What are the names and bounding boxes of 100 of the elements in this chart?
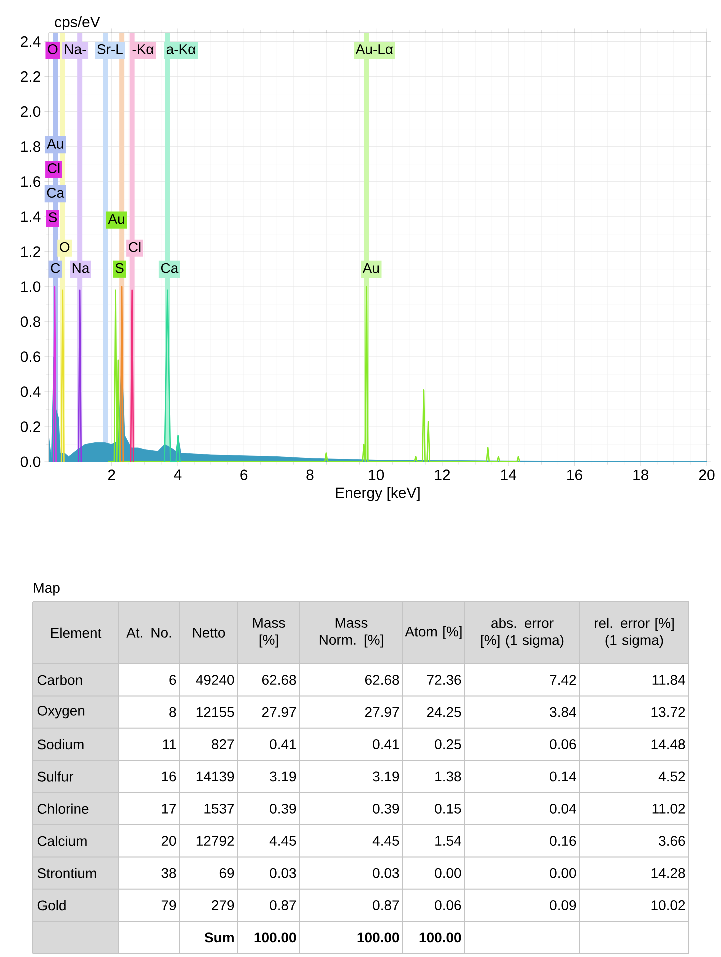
text: 4.45 xyxy=(270,836,296,846)
text: 0.15 xyxy=(435,804,462,814)
text: 11 xyxy=(163,740,176,750)
category-label: Strontium xyxy=(38,868,96,878)
annotation: Sr-L xyxy=(98,44,123,54)
text: 3.19 xyxy=(373,772,400,782)
y-tick-label: 0.6 xyxy=(20,352,41,362)
x-axis-title: Energy [keV] xyxy=(336,487,420,502)
x-tick-label: 4 xyxy=(174,470,182,480)
text: 72.36 xyxy=(427,675,462,686)
category-label: Mass Norm. [%] xyxy=(320,618,384,648)
x-tick-label: 16 xyxy=(568,470,582,480)
text: 0.00 xyxy=(550,868,576,878)
text: 3.19 xyxy=(270,772,296,782)
annotation: Cl xyxy=(129,242,141,252)
text: 0.87 xyxy=(373,900,400,910)
annotation: C xyxy=(51,263,60,274)
text: 1537 xyxy=(204,804,234,814)
y-tick-label: 2.4 xyxy=(21,36,41,47)
annotation: Ca xyxy=(47,188,65,198)
text: 0.06 xyxy=(435,900,462,910)
text: 13.72 xyxy=(652,707,686,718)
annotation: S xyxy=(116,263,124,274)
y-tick-label: 1.0 xyxy=(21,282,41,292)
category-label: Netto xyxy=(193,628,226,638)
text: 4.45 xyxy=(372,836,400,846)
text: 3.84 xyxy=(550,707,576,718)
y-tick-label: 2.0 xyxy=(21,106,41,118)
category-label: Mass [%] xyxy=(253,618,286,648)
category-label: Gold xyxy=(38,900,66,911)
annotation: -Kα xyxy=(132,44,154,54)
text: 49240 xyxy=(196,675,234,686)
text: 12792 xyxy=(196,836,234,846)
annotation: Ca xyxy=(161,263,179,274)
line-series xyxy=(108,286,521,462)
annotation: Na xyxy=(72,264,90,274)
category-label: Element xyxy=(51,628,102,638)
x-tick-label: 10 xyxy=(369,470,384,480)
text: 14139 xyxy=(196,772,234,782)
annotation: Na- xyxy=(65,44,86,54)
annotation: Cl xyxy=(48,163,60,174)
text: 27.97 xyxy=(262,707,296,718)
category-label: Atom [%] xyxy=(405,626,462,640)
text: 27.97 xyxy=(365,707,400,718)
y-tick-label: 0.0 xyxy=(20,456,41,468)
category-label: Sulfur xyxy=(38,772,74,782)
text: 0.16 xyxy=(550,836,576,846)
text: 20 xyxy=(162,836,176,846)
annotation: Au xyxy=(47,139,64,149)
category-label: Oxygen xyxy=(38,706,85,719)
text: 14.48 xyxy=(652,740,686,750)
text: 0.04 xyxy=(550,804,576,814)
x-tick-label: 6 xyxy=(240,470,248,480)
text: 12155 xyxy=(196,707,234,718)
text: 79 xyxy=(162,900,176,910)
text: 11.02 xyxy=(652,804,686,814)
category-label: Chlorine xyxy=(38,804,89,814)
category-label: Calcium xyxy=(38,836,87,846)
y-tick-label: 1.4 xyxy=(21,212,41,222)
x-tick-label: 18 xyxy=(634,470,649,480)
text: 16 xyxy=(162,772,176,782)
text: 8 xyxy=(170,707,176,718)
text: 0.39 xyxy=(373,804,400,814)
category-label: Carbon xyxy=(38,674,82,686)
text: 1.38 xyxy=(436,772,462,782)
text: 7.42 xyxy=(550,675,576,685)
text: 3.66 xyxy=(659,836,686,846)
text: 0.03 xyxy=(270,868,296,878)
text: 0.41 xyxy=(270,740,296,750)
annotation: O xyxy=(60,242,70,252)
y-tick-label: 0.8 xyxy=(20,316,41,328)
text: 10.02 xyxy=(652,900,686,910)
annotation: Au-Lα xyxy=(356,44,394,54)
text: 0.03 xyxy=(373,868,400,878)
text: Sum xyxy=(204,932,234,943)
y-tick-label: 2.2 xyxy=(21,72,40,82)
text: 0.41 xyxy=(373,740,400,750)
text: 6 xyxy=(170,675,176,686)
x-tick-label: 8 xyxy=(306,470,314,480)
x-tick-label: 14 xyxy=(501,470,517,480)
text: 4.52 xyxy=(658,772,686,782)
text: 827 xyxy=(212,740,234,750)
text: 100.00 xyxy=(254,932,296,943)
text: 100.00 xyxy=(358,932,400,943)
y-tick-label: 1.2 xyxy=(21,246,40,258)
category-label: At. No. xyxy=(126,628,172,638)
annotation: Au xyxy=(108,214,124,224)
text: 1.54 xyxy=(436,836,462,846)
y-tick-label: 0.4 xyxy=(20,386,41,398)
text: 100.00 xyxy=(420,932,462,943)
text: 38 xyxy=(162,868,176,878)
text: 69 xyxy=(220,868,234,878)
category-label: rel. error [%] (1 sigma) xyxy=(594,618,674,648)
text: 0.39 xyxy=(270,804,296,814)
category-label: abs. error [%] (1 sigma) xyxy=(482,618,564,648)
text: 0.87 xyxy=(270,900,296,910)
x-tick-label: 12 xyxy=(435,470,450,480)
y-tick-label: 1.8 xyxy=(21,142,41,152)
text: 11.84 xyxy=(652,675,686,686)
text: 0.25 xyxy=(435,740,462,750)
